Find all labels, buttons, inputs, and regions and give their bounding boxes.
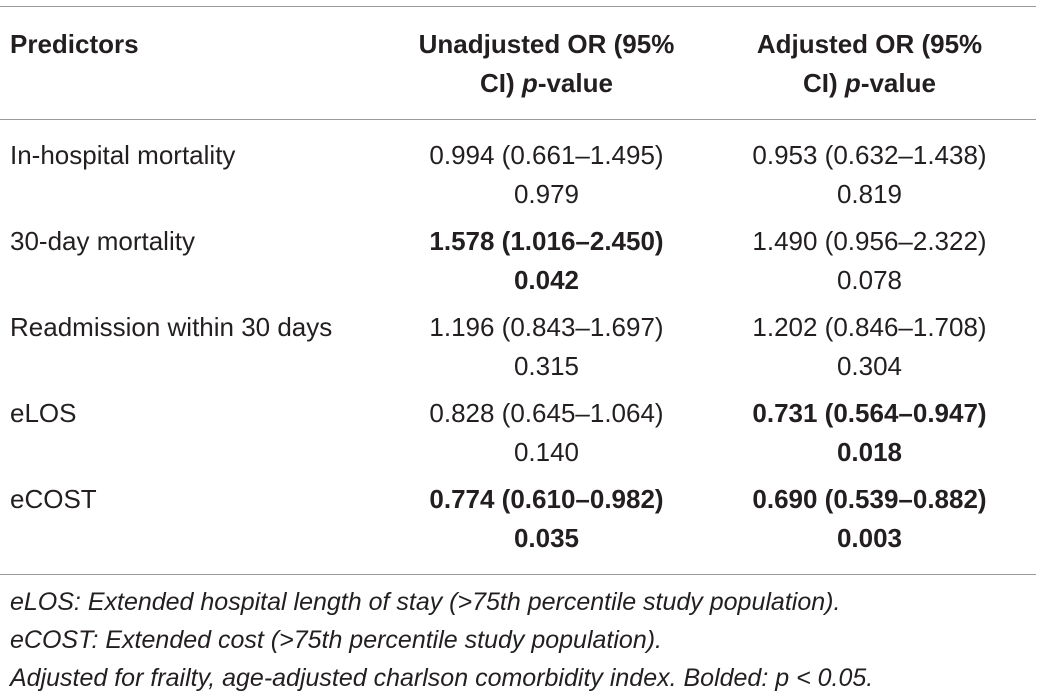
- unadjusted-p-value: 0.035: [513, 523, 580, 553]
- adjusted-cell: 0.690 (0.539–0.882) 0.003: [703, 480, 1036, 566]
- header-unadjusted-line1: Unadjusted OR (95%: [418, 29, 675, 59]
- unadjusted-cell: 0.828 (0.645–1.064) 0.140: [390, 394, 703, 480]
- table-footnotes: eLOS: Extended hospital length of stay (…: [10, 583, 873, 697]
- adjusted-or: 0.690 (0.539–0.882): [752, 484, 987, 514]
- adjusted-cell: 0.953 (0.632–1.438) 0.819: [703, 123, 1036, 222]
- unadjusted-p-value: 0.140: [513, 437, 580, 467]
- unadjusted-or: 0.774 (0.610–0.982): [429, 484, 664, 514]
- table-row: In-hospital mortality 0.994 (0.661–1.495…: [0, 123, 1036, 222]
- table-row: eCOST 0.774 (0.610–0.982) 0.035 0.690 (0…: [0, 480, 1036, 566]
- unadjusted-p-value: 0.042: [513, 265, 580, 295]
- adjusted-p-value: 0.819: [836, 179, 903, 209]
- header-predictors: Predictors: [10, 29, 139, 59]
- row-label: eCOST: [10, 484, 97, 514]
- adjusted-cell: 1.202 (0.846–1.708) 0.304: [703, 308, 1036, 394]
- table-row: eLOS 0.828 (0.645–1.064) 0.140 0.731 (0.…: [0, 394, 1036, 480]
- row-label: In-hospital mortality: [10, 140, 236, 170]
- unadjusted-or: 1.196 (0.843–1.697): [429, 312, 664, 342]
- footnote-ecost: eCOST: Extended cost (>75th percentile s…: [10, 626, 662, 654]
- header-adjusted: Adjusted OR (95% CI) p-value: [703, 7, 1036, 123]
- unadjusted-cell: 1.578 (1.016–2.450) 0.042: [390, 222, 703, 308]
- adjusted-or: 0.731 (0.564–0.947): [752, 398, 987, 428]
- footnote-elos: eLOS: Extended hospital length of stay (…: [10, 588, 841, 616]
- unadjusted-cell: 0.774 (0.610–0.982) 0.035: [390, 480, 703, 566]
- footnote-adjustment: Adjusted for frailty, age-adjusted charl…: [10, 664, 874, 692]
- unadjusted-cell: 1.196 (0.843–1.697) 0.315: [390, 308, 703, 394]
- adjusted-p-value: 0.018: [836, 437, 903, 467]
- header-adjusted-p: p: [844, 68, 861, 98]
- unadjusted-or: 0.994 (0.661–1.495): [429, 140, 664, 170]
- adjusted-or: 0.953 (0.632–1.438): [752, 140, 987, 170]
- table-row: 30-day mortality 1.578 (1.016–2.450) 0.0…: [0, 222, 1036, 308]
- unadjusted-cell: 0.994 (0.661–1.495) 0.979: [390, 123, 703, 222]
- header-adjusted-value: -value: [860, 68, 936, 98]
- adjusted-p-value: 0.078: [836, 265, 903, 295]
- table-header-rule: [0, 119, 1036, 120]
- header-unadjusted-value: -value: [537, 68, 613, 98]
- table-header-row: Predictors Unadjusted OR (95% CI) p-valu…: [0, 7, 1036, 123]
- header-unadjusted-p: p: [521, 68, 538, 98]
- adjusted-or: 1.490 (0.956–2.322): [752, 226, 987, 256]
- header-unadjusted-ci: CI): [480, 68, 522, 98]
- unadjusted-or: 0.828 (0.645–1.064): [429, 398, 664, 428]
- row-label: eLOS: [10, 398, 77, 428]
- adjusted-cell: 1.490 (0.956–2.322) 0.078: [703, 222, 1036, 308]
- table-row: Readmission within 30 days 1.196 (0.843–…: [0, 308, 1036, 394]
- header-unadjusted: Unadjusted OR (95% CI) p-value: [390, 7, 703, 123]
- unadjusted-p-value: 0.315: [513, 351, 580, 381]
- adjusted-cell: 0.731 (0.564–0.947) 0.018: [703, 394, 1036, 480]
- adjusted-p-value: 0.003: [836, 523, 903, 553]
- adjusted-p-value: 0.304: [836, 351, 903, 381]
- adjusted-or: 1.202 (0.846–1.708): [752, 312, 987, 342]
- odds-ratio-table: Predictors Unadjusted OR (95% CI) p-valu…: [0, 7, 1036, 566]
- unadjusted-p-value: 0.979: [513, 179, 580, 209]
- unadjusted-or: 1.578 (1.016–2.450): [429, 226, 664, 256]
- header-adjusted-ci: CI): [803, 68, 845, 98]
- row-label: 30-day mortality: [10, 226, 195, 256]
- header-adjusted-line1: Adjusted OR (95%: [756, 29, 983, 59]
- table-bottom-rule: [0, 574, 1036, 575]
- row-label: Readmission within 30 days: [10, 312, 333, 342]
- table-top-rule: [0, 6, 1036, 7]
